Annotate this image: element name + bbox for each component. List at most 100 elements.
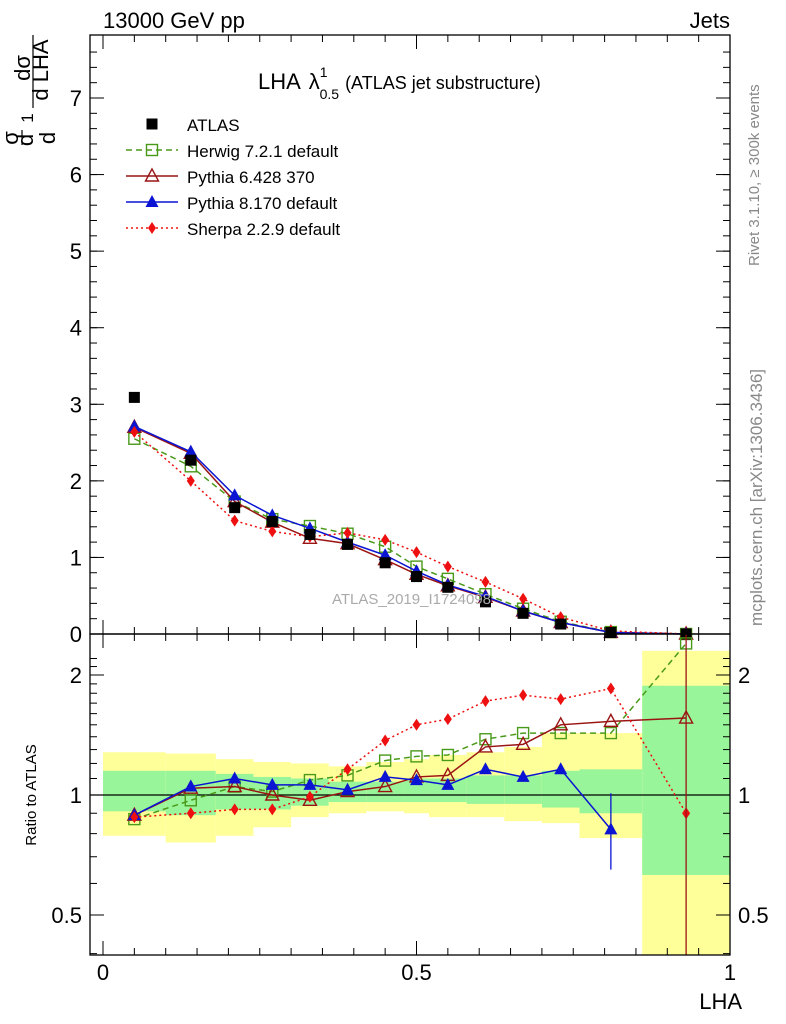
sherpa-2-2-9-default-point bbox=[519, 592, 528, 605]
ratio-pythia-8-170-default-point bbox=[378, 769, 392, 782]
atlas-point bbox=[128, 391, 140, 403]
ratio-pythia-6-428-370-point bbox=[603, 712, 619, 728]
sherpa-2-2-9-default-point bbox=[130, 425, 139, 438]
ratio-herwig-7-2-1-default-point bbox=[554, 726, 567, 740]
ratio-pythia-8-170-default-point bbox=[341, 782, 355, 795]
ratio-pythia-6-428-370-point bbox=[477, 738, 494, 753]
legend-label-pythia-6-428-370: Pythia 6.428 370 bbox=[187, 168, 315, 187]
ratio-sherpa-2-2-9-default-point bbox=[186, 807, 195, 820]
svg-text:d: d bbox=[35, 132, 60, 144]
atlas-point bbox=[411, 571, 422, 583]
y-tick-label: 0 bbox=[70, 622, 82, 647]
y-tick-label: 5 bbox=[70, 239, 82, 264]
green-band bbox=[429, 778, 467, 803]
legend-marker-pythia-8-170-default bbox=[145, 195, 159, 207]
ratio-sherpa-2-2-9-default-line bbox=[134, 687, 687, 818]
legend-marker-atlas bbox=[146, 118, 158, 130]
ratio-sherpa-2-2-9-default-point bbox=[519, 689, 528, 702]
legend-label-sherpa-2-2-9-default: Sherpa 2.2.9 default bbox=[187, 220, 340, 239]
y-axis-label-ratio: Ratio to ATLAS bbox=[23, 744, 40, 845]
ratio-sherpa-2-2-9-default-point bbox=[343, 763, 352, 776]
ratio-sherpa-2-2-9-default-point bbox=[412, 718, 421, 731]
analysis-watermark: ATLAS_2019_I1724098 bbox=[332, 591, 491, 608]
legend-label-atlas: ATLAS bbox=[187, 116, 240, 135]
x-tick-label: 0 bbox=[97, 960, 109, 985]
ratio-pythia-8-170-default-point bbox=[441, 777, 455, 790]
legend-marker-sherpa-2-2-9-default bbox=[148, 222, 156, 234]
sherpa-2-2-9-default-point bbox=[186, 474, 195, 487]
sherpa-2-2-9-default-point bbox=[481, 575, 490, 588]
atlas-point bbox=[185, 454, 197, 466]
sherpa-2-2-9-default-point bbox=[343, 526, 352, 539]
header-right: Jets bbox=[690, 8, 730, 33]
ratio-sherpa-2-2-9-default-point bbox=[443, 713, 452, 726]
legend: ATLAS Herwig 7.2.1 default Pythia 6.428 37… bbox=[126, 116, 340, 239]
ratio-sherpa-2-2-9-default-point bbox=[305, 790, 314, 803]
ratio-panel: 0.5 0.5 1 1 2 2 0 0.5 1 bbox=[51, 634, 769, 985]
ratio-y-tick-label: 2 bbox=[70, 663, 82, 688]
mcplots-label: mcplots.cern.ch [arXiv:1306.3436] bbox=[747, 369, 766, 626]
header-left: 13000 GeV pp bbox=[103, 8, 245, 33]
atlas-point bbox=[605, 626, 617, 638]
atlas-point bbox=[555, 618, 567, 630]
ratio-sherpa-2-2-9-default-point bbox=[606, 682, 615, 695]
ratio-sherpa-2-2-9-default-point bbox=[268, 803, 277, 816]
sherpa-2-2-9-default-point bbox=[443, 560, 452, 573]
ratio-pythia-6-428-370-point bbox=[515, 735, 531, 751]
rivet-label: Rivet 3.1.10, ≥ 300k events bbox=[746, 84, 763, 266]
atlas-point bbox=[442, 581, 454, 593]
ratio-y-tick-label: 0.5 bbox=[51, 903, 82, 928]
ratio-y-tick-label: 1 bbox=[70, 783, 82, 808]
ratio-herwig-7-2-1-default-point bbox=[479, 733, 492, 746]
atlas-point bbox=[517, 607, 529, 619]
atlas-point bbox=[342, 538, 354, 550]
y-tick-label: 4 bbox=[70, 316, 82, 341]
pythia-8-170-default-point bbox=[127, 419, 141, 432]
ratio-pythia-6-428-370-point bbox=[553, 716, 569, 731]
pythia-8-170-default-line bbox=[134, 425, 687, 635]
ratio-sherpa-2-2-9-default-point bbox=[556, 693, 565, 706]
ratio-y-tick-label-right: 2 bbox=[738, 663, 750, 688]
sherpa-2-2-9-default-point bbox=[268, 525, 277, 538]
green-band bbox=[541, 770, 580, 808]
pythia-8-170-default-point bbox=[184, 444, 198, 457]
legend-label-herwig-7-2-1-default: Herwig 7.2.1 default bbox=[187, 142, 338, 161]
ratio-y-tick-label-right: 1 bbox=[738, 783, 750, 808]
y-tick-label: 1 bbox=[70, 545, 82, 570]
herwig-7-2-1-default-line bbox=[134, 438, 687, 635]
atlas-point bbox=[304, 528, 316, 540]
svg-text:dσ: dσ bbox=[10, 55, 35, 81]
legend-label-pythia-8-170-default: Pythia 8.170 default bbox=[187, 194, 338, 213]
legend-marker-herwig-7-2-1-default bbox=[145, 143, 159, 157]
ratio-herwig-7-2-1-default-point bbox=[378, 754, 392, 767]
svg-text:d LHA: d LHA bbox=[28, 39, 53, 100]
svg-text:d: d bbox=[13, 134, 38, 146]
plot-title: LHA λ1 0.5(ATLAS jet substructure) bbox=[258, 64, 541, 102]
ratio-herwig-7-2-1-default-point bbox=[441, 748, 455, 762]
ratio-pythia-8-170-default-point bbox=[184, 779, 198, 792]
y-tick-label: 6 bbox=[70, 163, 82, 188]
ratio-pythia-8-170-default-point bbox=[303, 777, 317, 790]
sherpa-2-2-9-default-line bbox=[133, 431, 687, 635]
atlas-point bbox=[266, 515, 278, 527]
pythia-8-170-default-point bbox=[378, 548, 392, 561]
pythia-8-170-default-point bbox=[228, 488, 242, 501]
ratio-pythia-8-170-default-point bbox=[516, 769, 530, 782]
ratio-pythia-8-170-default-point bbox=[554, 762, 568, 775]
ratio-sherpa-2-2-9-default-point bbox=[481, 695, 490, 708]
legend-marker-pythia-6-428-370 bbox=[144, 167, 160, 182]
ratio-pythia-6-428-370-point bbox=[264, 786, 280, 801]
sherpa-2-2-9-default-point bbox=[412, 546, 421, 559]
ratio-pythia-6-428-370-point bbox=[226, 778, 243, 793]
ratio-y-tick-label-right: 0.5 bbox=[738, 903, 769, 928]
main-panel: 0 1 2 3 4 5 6 7 bbox=[70, 35, 731, 647]
ratio-uncertainty-bands bbox=[103, 650, 730, 955]
ratio-pythia-8-170-default-point bbox=[478, 762, 492, 775]
x-tick-label: 0.5 bbox=[401, 960, 432, 985]
ratio-pythia-6-428-370-point bbox=[302, 791, 318, 806]
atlas-point bbox=[479, 596, 491, 608]
ratio-pythia-6-428-370-point bbox=[377, 778, 393, 793]
atlas-point bbox=[229, 502, 241, 514]
ratio-herwig-7-2-1-default-point bbox=[410, 750, 423, 763]
